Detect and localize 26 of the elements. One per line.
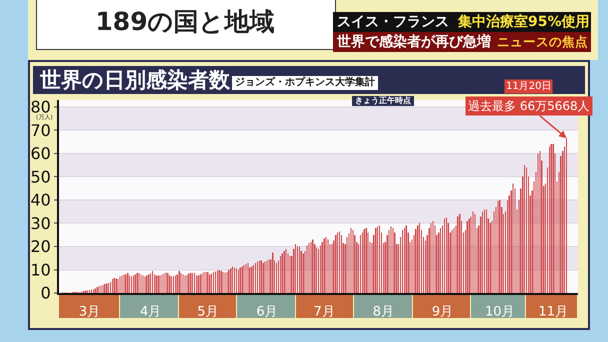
x-tick-label: 9月 [432, 304, 454, 320]
text: 11月20日 [506, 81, 552, 92]
text: 世界で感染者が再び急増 [337, 34, 491, 50]
text: スイス・フランス [337, 14, 449, 30]
x-tick-label: 4月 [140, 304, 162, 320]
annotation: きょう正午時点 [352, 96, 414, 106]
y-tick-label: 10 [30, 260, 51, 280]
y-tick-label: 20 [30, 237, 51, 256]
x-tick-label: 6月 [256, 304, 278, 320]
x-tick-label: 8月 [372, 304, 394, 320]
y-tick-label: 0 [40, 284, 51, 303]
x-tick-label: 5月 [197, 304, 218, 320]
text: ニュースの焦点 [497, 34, 588, 49]
x-tick-label: 11月 [538, 304, 568, 320]
text: 集中治療室95%使用 [458, 14, 590, 30]
chart-title: 世界の日別感染者数 [40, 68, 230, 92]
y-tick-label: 30 [30, 214, 51, 233]
x-tick-label: 7月 [314, 304, 335, 320]
chart-subtitle: ジョンズ・ホプキンス大学集計 [232, 76, 378, 90]
y-tick-label: 70 [30, 120, 51, 140]
y-tick-label: 50 [30, 167, 51, 186]
annotation: 過去最多 66万5668人 [468, 99, 590, 113]
y-tick-label: 60 [30, 144, 51, 164]
x-tick-label: 10月 [484, 304, 515, 320]
x-tick-label: 3月 [78, 304, 100, 320]
y-tick-label: 40 [30, 190, 51, 210]
